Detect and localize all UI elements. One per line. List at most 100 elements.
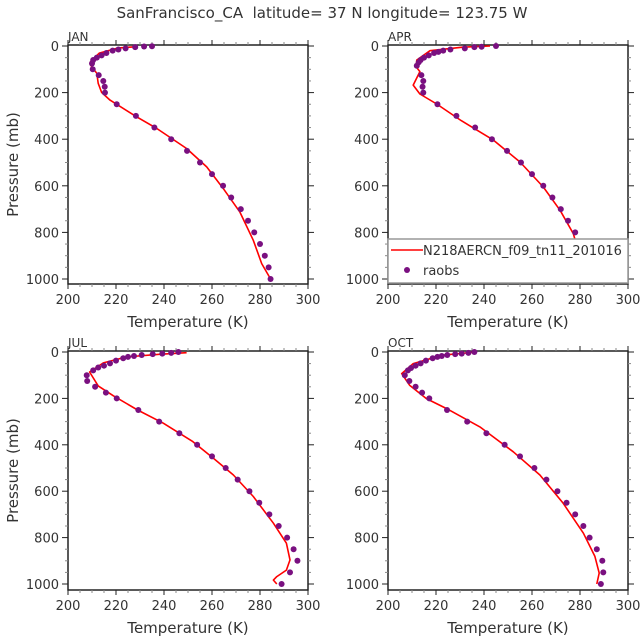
raobs-point <box>549 194 556 201</box>
raobs-point <box>600 569 607 576</box>
y-tick-label: 0 <box>371 346 379 361</box>
y-tick-label: 200 <box>354 87 379 102</box>
panel-apr: 200 220 240 260 280 300 0 200 400 600 800 1000 APR Te… <box>346 30 641 331</box>
y-tick-label: 600 <box>354 485 379 500</box>
legend-obs-marker <box>404 267 410 273</box>
raobs-point <box>197 159 203 166</box>
raobs-point <box>419 389 426 396</box>
raobs-point <box>267 276 274 282</box>
raobs-point <box>471 44 478 51</box>
raobs-point <box>194 441 201 448</box>
figure-title: SanFrancisco_CA latitude= 37 N longitude… <box>117 4 528 23</box>
raobs-point <box>287 569 293 576</box>
raobs-point <box>138 352 145 359</box>
raobs-point <box>563 499 570 506</box>
raobs-point <box>102 389 109 396</box>
legend-obs-label: raobs <box>423 264 460 279</box>
raobs-point <box>132 112 139 119</box>
raobs-point <box>125 353 131 360</box>
raobs-point <box>418 72 425 79</box>
model-line <box>89 45 272 280</box>
raobs-point <box>92 383 99 390</box>
raobs-point <box>294 557 301 564</box>
raobs-point <box>517 159 524 166</box>
raobs-point <box>209 453 215 460</box>
y-tick-label: 200 <box>354 392 379 407</box>
raobs-point <box>103 49 110 56</box>
raobs-point <box>107 360 113 367</box>
x-tick-label: 300 <box>616 293 641 308</box>
raobs-point <box>440 47 447 54</box>
y-tick-label: 800 <box>354 532 379 547</box>
x-tick-label: 300 <box>296 599 321 614</box>
raobs-point <box>572 511 579 518</box>
x-tick-label: 200 <box>56 599 81 614</box>
raobs-point <box>593 546 600 553</box>
raobs-point <box>261 252 268 259</box>
raobs-point <box>151 124 158 131</box>
raobs-point <box>531 465 538 471</box>
panel-title: APR <box>388 30 412 44</box>
raobs-point <box>447 46 454 53</box>
x-tick-label: 280 <box>568 293 593 308</box>
raobs-point <box>113 357 119 364</box>
raobs-point <box>113 101 120 108</box>
model-line <box>400 351 601 585</box>
x-tick-label: 240 <box>152 599 177 614</box>
raobs-point <box>420 89 427 96</box>
raobs-point <box>122 45 129 52</box>
raobs-point <box>461 45 468 52</box>
raobs-point <box>89 66 96 73</box>
raobs-point <box>422 357 429 364</box>
x-tick-label: 260 <box>200 293 225 308</box>
raobs-point <box>246 488 253 495</box>
raobs-point <box>429 355 436 362</box>
y-tick-label: 200 <box>34 87 59 102</box>
raobs-point <box>84 378 91 384</box>
x-tick-label: 220 <box>424 293 449 308</box>
raobs-point <box>265 264 272 271</box>
x-tick-label: 260 <box>200 599 225 614</box>
x-tick-label: 260 <box>520 599 545 614</box>
raobs-point <box>586 534 593 541</box>
raobs-point <box>572 229 579 236</box>
raobs-point <box>458 350 465 357</box>
raobs-point <box>557 206 564 213</box>
raobs-point <box>597 581 604 587</box>
raobs-point <box>220 182 227 189</box>
raobs-point <box>504 147 511 154</box>
raobs-point <box>434 101 441 108</box>
y-tick-label: 0 <box>51 346 59 361</box>
y-tick-label: 1000 <box>346 273 379 288</box>
raobs-point <box>113 395 120 402</box>
raobs-point <box>132 44 139 51</box>
raobs-point <box>284 534 291 541</box>
raobs-point <box>175 349 182 355</box>
raobs-point <box>168 349 175 356</box>
raobs-point <box>493 43 499 49</box>
raobs-point <box>278 581 285 587</box>
y-axis-label: Pressure (mb) <box>4 112 22 217</box>
raobs-point <box>83 372 90 379</box>
legend-box <box>387 238 629 284</box>
plot-frame <box>387 350 629 591</box>
raobs-point <box>95 364 102 371</box>
y-tick-label: 400 <box>34 439 59 454</box>
raobs-point <box>401 372 408 379</box>
raobs-point <box>483 430 490 437</box>
y-tick-label: 600 <box>34 180 59 195</box>
raobs-point <box>222 465 229 471</box>
raobs-point <box>417 360 424 367</box>
x-tick-label: 200 <box>376 293 401 308</box>
y-tick-label: 0 <box>371 40 379 55</box>
y-tick-label: 1000 <box>346 578 379 593</box>
y-axis-label: Pressure (mb) <box>4 418 22 523</box>
y-tick-label: 800 <box>354 226 379 241</box>
y-tick-label: 200 <box>34 392 59 407</box>
y-tick-label: 800 <box>34 226 59 241</box>
x-tick-label: 280 <box>568 599 593 614</box>
x-tick-label: 220 <box>104 293 129 308</box>
raobs-point <box>89 60 95 67</box>
panel-title: JUL <box>67 336 87 350</box>
